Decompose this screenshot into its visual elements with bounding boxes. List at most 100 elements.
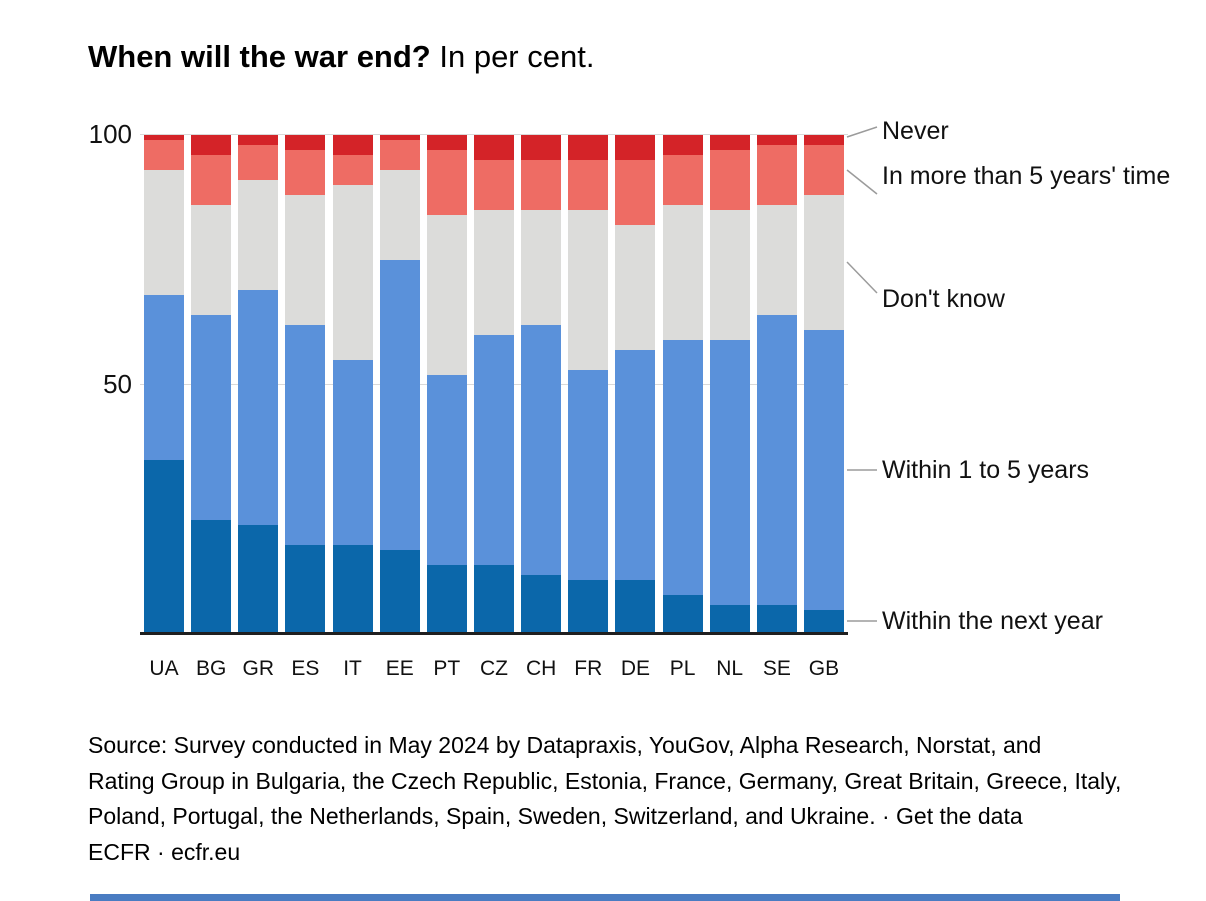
bar-segment (332, 545, 373, 635)
bar-segment (332, 155, 373, 185)
bar-segment (756, 605, 797, 635)
bar-segment (238, 135, 279, 145)
bar-segment (473, 160, 514, 210)
x-axis-label-cz: CZ (479, 657, 508, 680)
bar-segment (191, 205, 232, 315)
chart-title: When will the war end? In per cent. (88, 38, 594, 76)
leader-line-more-than-5-years (846, 169, 878, 195)
series-label-within-next-year: Within the next year (882, 607, 1103, 635)
bar-segment (144, 135, 184, 140)
bar-segment (662, 205, 703, 340)
series-label-dont-know: Don't know (882, 285, 1005, 313)
source-line-4: ECFR · ecfr.eu (88, 835, 1183, 871)
x-axis-label-pt: PT (433, 657, 461, 680)
bar-segment (568, 160, 609, 210)
bar-segment (615, 580, 656, 635)
bar-bg (191, 135, 232, 635)
y-axis-tick-50: 50 (103, 369, 132, 399)
bar-segment (709, 340, 750, 605)
x-axis-label-ee: EE (385, 657, 414, 680)
bar-segment (568, 580, 609, 635)
bar-segment (756, 205, 797, 315)
bar-segment (285, 135, 326, 150)
bar-segment (379, 170, 420, 260)
x-axis-label-pl: PL (669, 657, 696, 680)
bar-segment (521, 135, 562, 160)
bar-segment (521, 210, 562, 325)
bar-segment (662, 340, 703, 595)
bar-segment (238, 180, 279, 290)
bar-segment (332, 135, 373, 155)
bar-segment (379, 140, 420, 170)
bar-segment (285, 545, 326, 635)
source-org-label: ECFR · (88, 838, 172, 865)
bar-segment (191, 520, 232, 635)
bar-segment (426, 565, 467, 635)
bar-segment (615, 160, 656, 225)
bar-ua (144, 135, 184, 635)
bar-segment (426, 215, 467, 375)
x-axis-label-de: DE (620, 657, 650, 680)
gridline-100 (140, 134, 848, 135)
bar-segment (426, 375, 467, 565)
bar-ch (521, 135, 562, 635)
bar-segment (191, 315, 232, 520)
bar-it (332, 135, 373, 635)
x-axis-label-nl: NL (716, 657, 744, 680)
source-line-1: Source: Survey conducted in May 2024 by … (88, 732, 1042, 758)
bar-nl (709, 135, 750, 635)
source-note: Source: Survey conducted in May 2024 by … (88, 728, 1183, 870)
bar-segment (709, 210, 750, 340)
bar-fr (568, 135, 609, 635)
bar-segment (191, 135, 232, 155)
x-axis-line (140, 632, 848, 635)
bar-segment (238, 290, 279, 525)
chart-title-unit: In per cent. (430, 39, 595, 74)
bar-segment (379, 550, 420, 635)
series-label-within-1-to-5-years: Within 1 to 5 years (882, 456, 1090, 484)
bar-segment (238, 525, 279, 635)
bar-segment (521, 575, 562, 635)
x-axis-label-ua: UA (149, 657, 179, 680)
bar-segment (803, 195, 844, 330)
bar-segment (379, 135, 420, 140)
series-label-never: Never (882, 117, 949, 145)
bar-gb (803, 135, 844, 635)
bar-segment (662, 135, 703, 155)
bar-segment (803, 610, 844, 635)
bar-segment (521, 160, 562, 210)
bar-segment (615, 350, 656, 580)
bar-segment (144, 295, 184, 460)
source-line-3-text: Poland, Portugal, the Netherlands, Spain… (88, 803, 897, 829)
bar-segment (332, 360, 373, 545)
bar-segment (426, 135, 467, 150)
x-axis-label-es: ES (291, 657, 320, 680)
bar-segment (473, 335, 514, 565)
bar-segment (473, 565, 514, 635)
bar-segment (568, 210, 609, 370)
x-axis-label-fr: FR (574, 657, 603, 680)
bar-segment (615, 135, 656, 160)
bar-segment (615, 225, 656, 350)
bar-gr (238, 135, 279, 635)
bar-segment (756, 135, 797, 145)
bar-segment (379, 260, 420, 550)
bar-segment (803, 330, 844, 610)
series-label-more-than-5-years: In more than 5 years' time (882, 162, 1171, 190)
ecfr-site-link[interactable]: ecfr.eu (171, 838, 241, 865)
get-the-data-link[interactable]: Get the data (896, 803, 1023, 829)
x-axis-label-gr: GR (242, 657, 275, 680)
bar-segment (426, 150, 467, 215)
x-axis-label-ch: CH (525, 657, 557, 680)
bar-segment (803, 145, 844, 195)
bar-pl (662, 135, 703, 635)
bar-segment (709, 135, 750, 150)
bar-segment (521, 325, 562, 575)
bar-segment (144, 170, 184, 295)
bar-segment (568, 370, 609, 580)
bar-segment (332, 185, 373, 360)
bar-cz (473, 135, 514, 635)
bar-ee (379, 135, 420, 635)
bar-se (756, 135, 797, 635)
leader-line-dont-know (846, 261, 878, 294)
